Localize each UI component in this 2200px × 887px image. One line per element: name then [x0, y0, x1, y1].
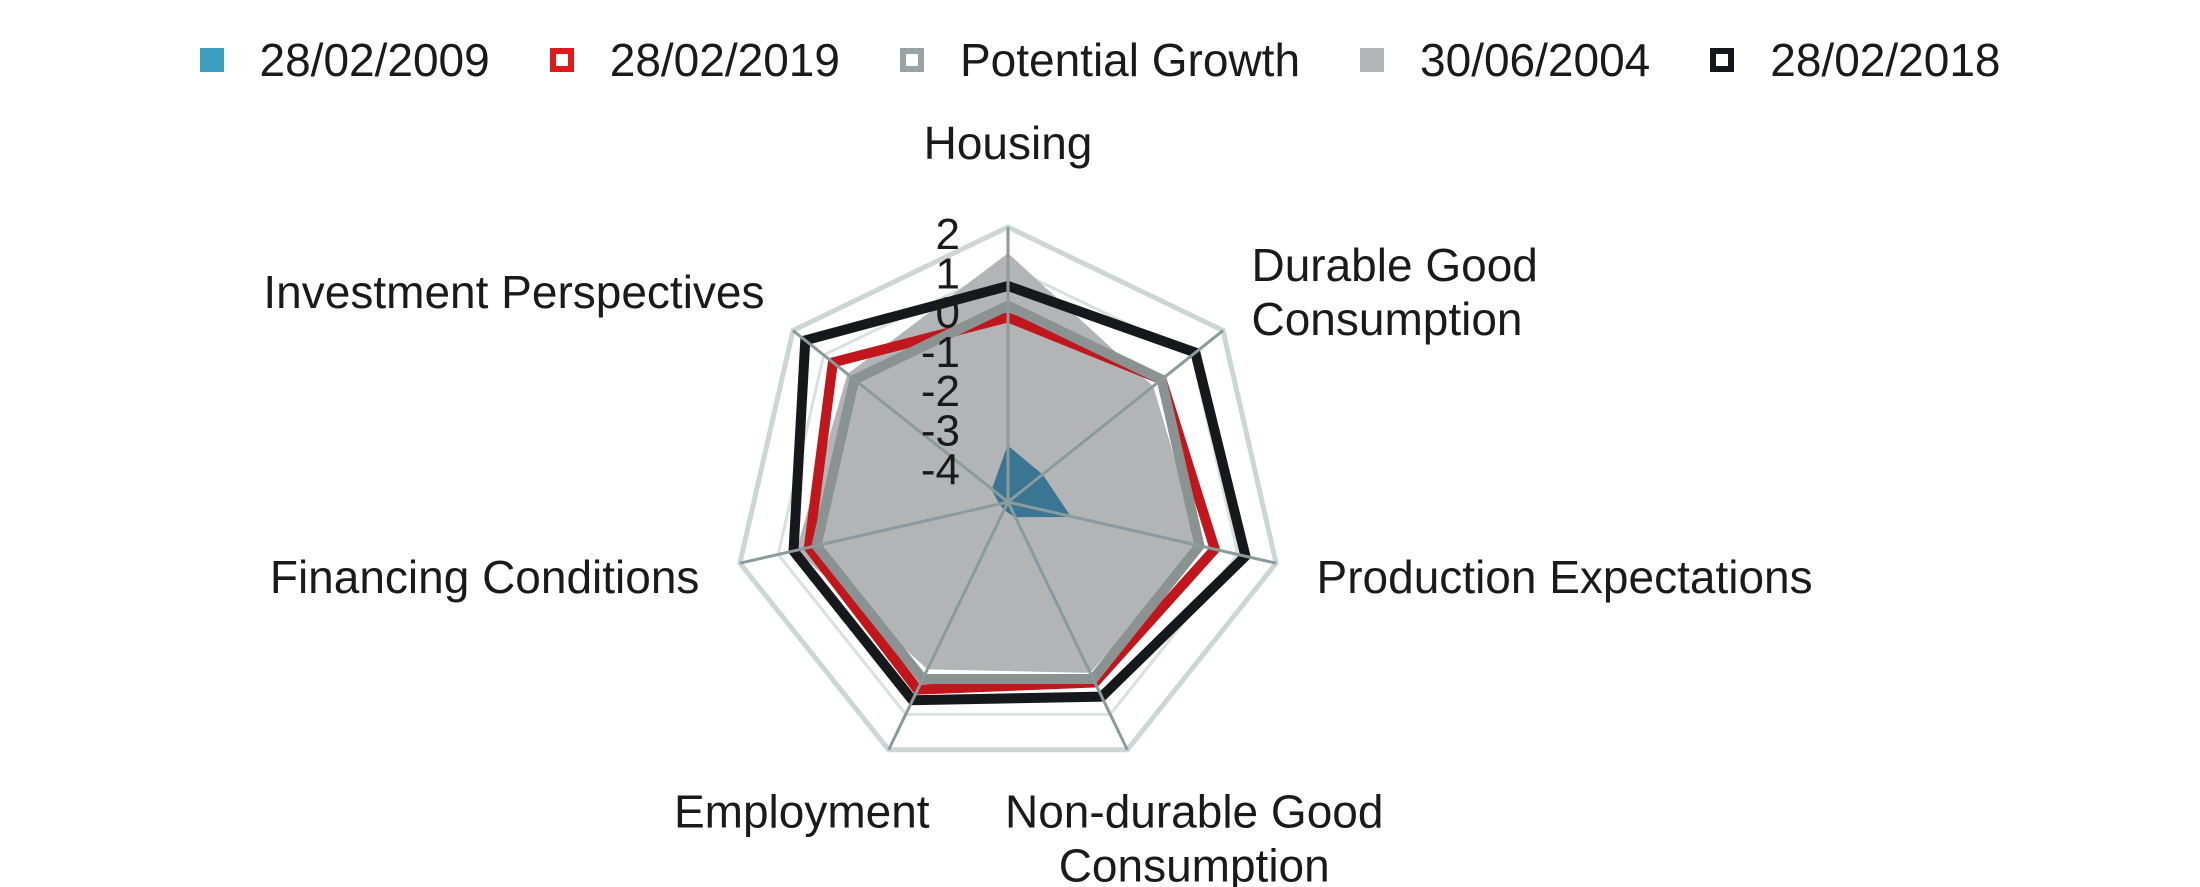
tick-label: -1	[921, 328, 960, 377]
legend-label: 28/02/2019	[609, 34, 840, 86]
spoke	[887, 501, 1010, 751]
series-potential-growth	[811, 300, 1205, 684]
legend-item-28-02-2018[interactable]: 28/02/2018	[1710, 30, 2001, 90]
axis-label: Durable Good Consumption	[1251, 239, 1537, 345]
spoke	[739, 500, 1009, 565]
legend-swatch-30-06-2004	[1360, 48, 1385, 72]
axis-label: Housing	[924, 117, 1093, 169]
tick-label: -3	[921, 406, 960, 455]
spoke	[1006, 501, 1129, 751]
tick-label: 2	[936, 210, 960, 259]
legend-swatch-28-02-2018	[1710, 48, 1735, 72]
tick-label: 0	[936, 289, 960, 338]
spoke	[1007, 500, 1277, 565]
spoke	[1007, 329, 1224, 504]
series-28-02-2018	[788, 280, 1252, 706]
axis-label: Employment	[674, 786, 930, 838]
legend: 28/02/2009 28/02/2019 Potential Growth 3…	[0, 30, 2200, 90]
legend-label: Potential Growth	[959, 34, 1301, 86]
tick-label: -2	[921, 367, 960, 416]
legend-swatch-28-02-2019	[549, 48, 574, 72]
axis-label: Production Expectations	[1317, 551, 1813, 603]
radar-series-group	[788, 253, 1252, 706]
legend-item-30-06-2004[interactable]: 30/06/2004	[1360, 30, 1650, 90]
legend-label: 28/02/2018	[1770, 34, 2001, 86]
legend-swatch-potential-growth	[899, 48, 924, 72]
radar-spokes	[739, 227, 1277, 751]
spoke	[792, 329, 1009, 504]
legend-item-28-02-2009[interactable]: 28/02/2009	[199, 30, 490, 90]
legend-label: 30/06/2004	[1420, 34, 1651, 86]
radar-axis-labels: Housing Durable Good Consumption Production…	[263, 117, 1812, 887]
axis-label: Investment Perspectives	[263, 266, 764, 318]
tick-label: 1	[936, 249, 960, 298]
axis-label: Non-durable Good Consumption	[1005, 786, 1383, 887]
legend-label: 28/02/2009	[259, 34, 490, 86]
grid-ring	[737, 224, 1279, 753]
legend-item-potential-growth[interactable]: Potential Growth	[899, 30, 1301, 90]
legend-item-28-02-2019[interactable]: 28/02/2019	[549, 30, 840, 90]
legend-swatch-28-02-2009	[199, 48, 224, 72]
tick-label: -4	[921, 446, 960, 495]
radar-tick-labels: 210-1-2-3-4	[921, 210, 960, 495]
axis-label: Financing Conditions	[270, 551, 700, 603]
